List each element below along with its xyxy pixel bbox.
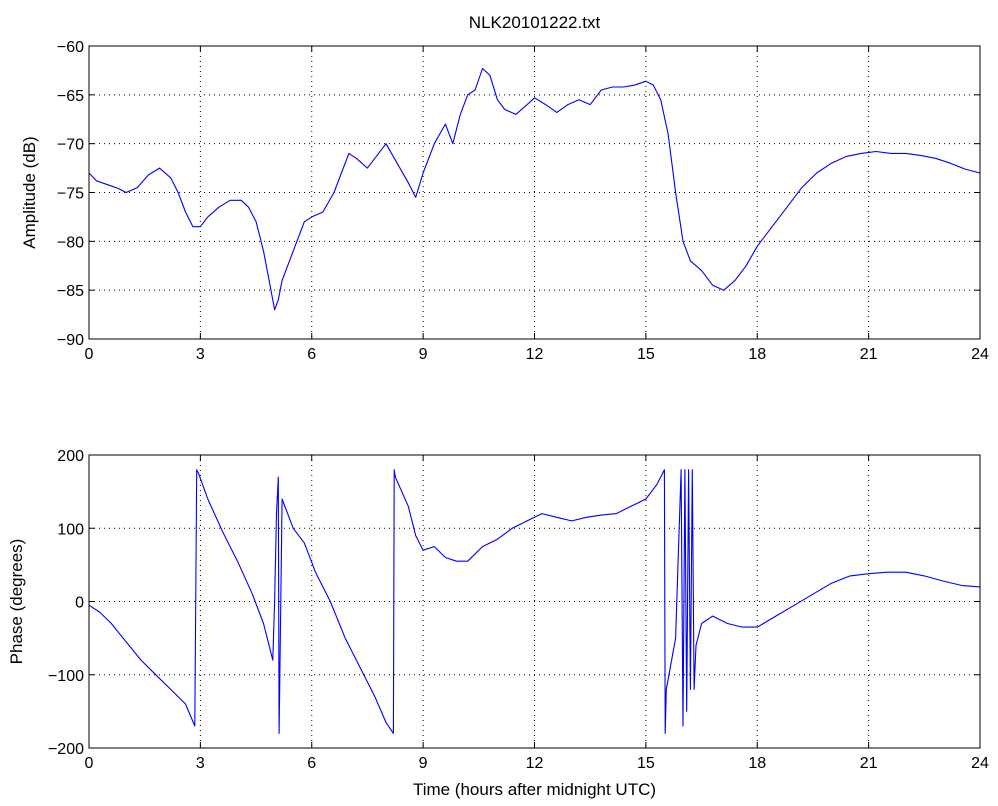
phase-ylabel: Phase (degrees): [7, 539, 26, 665]
phase-ytick-label: −200: [48, 741, 84, 758]
phase-series-line: [88, 469, 981, 734]
amplitude-xtick-label: 18: [748, 346, 766, 363]
phase-xtick-label: 21: [860, 755, 878, 772]
amplitude-ytick-label: −65: [57, 88, 84, 105]
amplitude-ytick-label: −85: [57, 283, 84, 300]
amplitude-tick-labels: 0 3 6 9 12 15 18 21 24 −90 −85 −80 −75 −70 −65 −60: [57, 39, 989, 363]
amplitude-ytick-label: −70: [57, 137, 84, 154]
amplitude-plot-frame: [88, 45, 981, 340]
amplitude-ylabel: Amplitude (dB): [20, 136, 39, 248]
phase-grid: [89, 455, 980, 748]
amplitude-ytick-label: −90: [57, 332, 84, 349]
chart-title: NLK20101222.txt: [469, 13, 601, 32]
phase-plot-frame: [88, 454, 981, 749]
amplitude-xtick-label: 21: [860, 346, 878, 363]
amplitude-xtick-label: 15: [637, 346, 655, 363]
phase-xtick-label: 15: [637, 755, 655, 772]
phase-xlabel: Time (hours after midnight UTC): [413, 780, 656, 799]
phase-xtick-label: 0: [85, 755, 94, 772]
phase-xtick-label: 6: [307, 755, 316, 772]
amplitude-xtick-label: 12: [526, 346, 544, 363]
amplitude-ytick-label: −60: [57, 39, 84, 56]
amplitude-xtick-label: 3: [196, 346, 205, 363]
amplitude-ytick-label: −80: [57, 234, 84, 251]
amplitude-xtick-label: 0: [85, 346, 94, 363]
phase-ytick-label: 0: [75, 595, 84, 612]
amplitude-series-line: [88, 67, 981, 311]
phase-xtick-label: 24: [971, 755, 989, 772]
phase-xtick-label: 3: [196, 755, 205, 772]
amplitude-xtick-label: 24: [971, 346, 989, 363]
amplitude-xtick-label: 6: [307, 346, 316, 363]
phase-ytick-label: −100: [48, 668, 84, 685]
phase-panel: Phase (degrees) Time (hours after midnig…: [7, 448, 989, 799]
phase-ytick-label: 100: [57, 521, 84, 538]
phase-xtick-label: 18: [748, 755, 766, 772]
amplitude-grid: [89, 46, 980, 339]
phase-tick-labels: 0 3 6 9 12 15 18 21 24 −200 −100 0 100 200: [48, 448, 989, 772]
phase-ytick-label: 200: [57, 448, 84, 465]
phase-xtick-label: 12: [526, 755, 544, 772]
amplitude-xtick-label: 9: [419, 346, 428, 363]
phase-xtick-label: 9: [419, 755, 428, 772]
amplitude-panel: NLK20101222.txt Amplitude (dB) 0 3 6 9 12 15 1…: [20, 13, 989, 363]
amplitude-ytick-label: −75: [57, 186, 84, 203]
